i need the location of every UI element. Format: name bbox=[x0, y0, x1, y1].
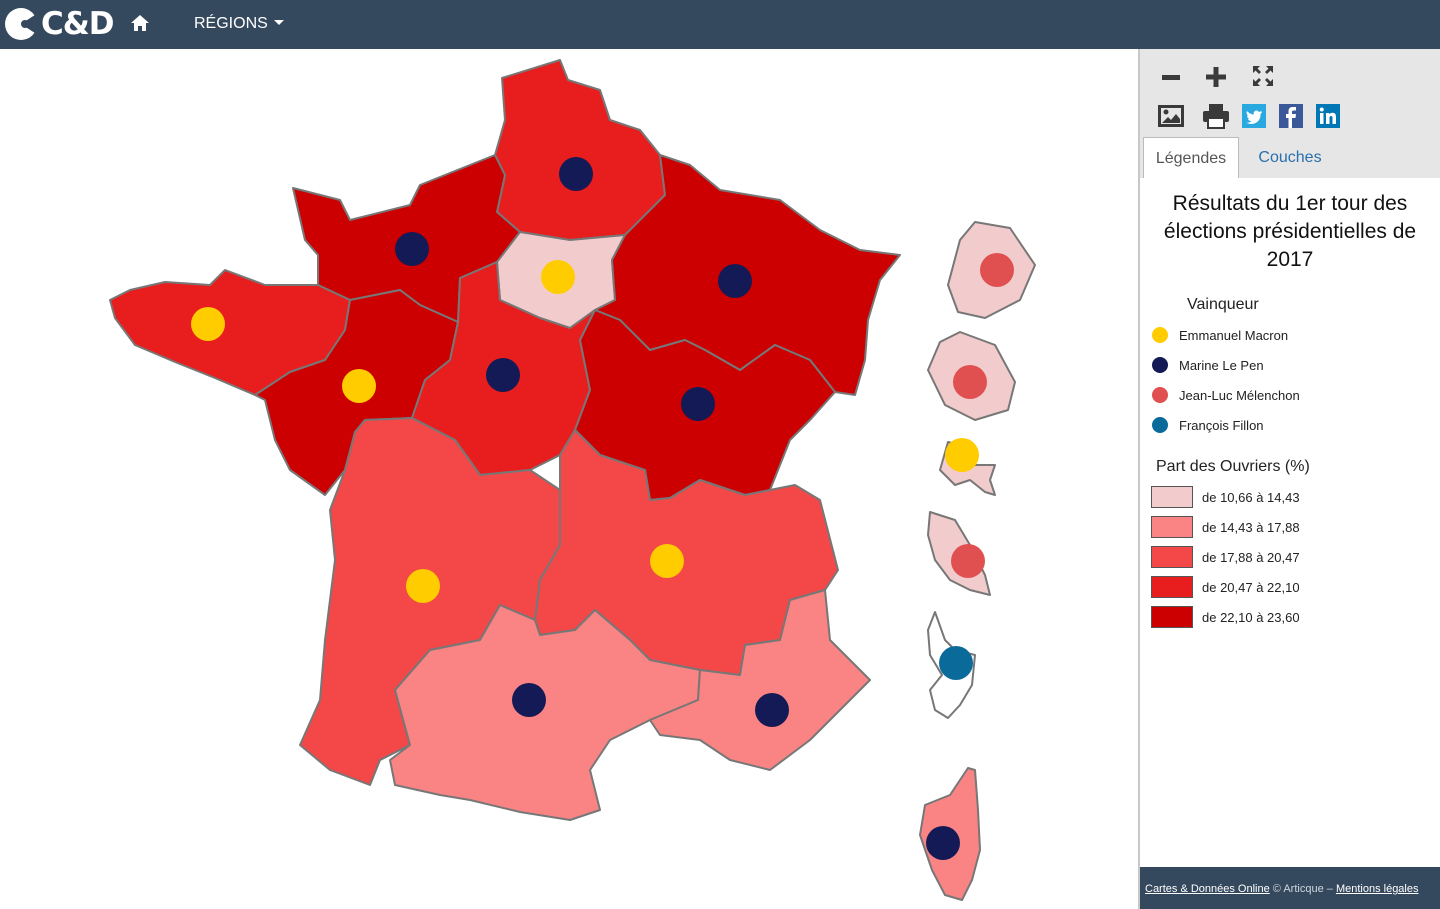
winner-marker[interactable] bbox=[681, 387, 715, 421]
home-icon bbox=[131, 15, 149, 31]
winner-marker[interactable] bbox=[951, 544, 985, 578]
linkedin-icon[interactable] bbox=[1316, 104, 1340, 128]
home-button[interactable] bbox=[130, 13, 150, 38]
logo-icon bbox=[5, 8, 38, 40]
class-swatch bbox=[1151, 606, 1193, 628]
winner-marker[interactable] bbox=[486, 358, 520, 392]
regions-label: RÉGIONS bbox=[194, 15, 268, 32]
legend-title: Résultats du 1er tour des élections prés… bbox=[1163, 192, 1417, 271]
class-label: de 10,66 à 14,43 bbox=[1202, 489, 1300, 505]
region-hauts-de-france[interactable] bbox=[494, 59, 666, 241]
winner-marker[interactable] bbox=[395, 232, 429, 266]
class-swatch bbox=[1151, 576, 1193, 598]
winner-marker[interactable] bbox=[191, 307, 225, 341]
zoom-in-icon[interactable] bbox=[1204, 65, 1228, 89]
cartes-donnees-link[interactable]: Cartes & Données Online bbox=[1145, 883, 1270, 895]
class-swatch bbox=[1151, 486, 1193, 508]
winner-marker[interactable] bbox=[953, 365, 987, 399]
panel-footer: Cartes & Données Online © Articque – Men… bbox=[1140, 867, 1440, 909]
print-icon[interactable] bbox=[1202, 103, 1230, 129]
legend-class-row: de 17,88 à 20,47 bbox=[1140, 546, 1300, 568]
winner-label: François Fillon bbox=[1179, 417, 1264, 433]
map-canvas[interactable] bbox=[0, 49, 1138, 909]
winner-label: Emmanuel Macron bbox=[1179, 327, 1289, 343]
tab-couches[interactable]: Couches bbox=[1258, 149, 1322, 166]
winner-marker[interactable] bbox=[342, 369, 376, 403]
legend-class-row: de 20,47 à 22,10 bbox=[1140, 576, 1300, 598]
legend-winner-row: Jean-Luc Mélenchon bbox=[1140, 384, 1300, 406]
winner-marker[interactable] bbox=[945, 438, 979, 472]
region-paca[interactable] bbox=[649, 589, 871, 771]
choropleth-heading: Part des Ouvriers (%) bbox=[1156, 458, 1310, 475]
fullscreen-icon[interactable] bbox=[1251, 64, 1275, 88]
zoom-out-icon[interactable] bbox=[1160, 67, 1182, 89]
class-label: de 20,47 à 22,10 bbox=[1202, 579, 1300, 595]
winner-color-dot bbox=[1152, 357, 1168, 373]
logo-text: C&D bbox=[41, 6, 115, 42]
winner-marker[interactable] bbox=[926, 826, 960, 860]
map-toolbar: Légendes Couches bbox=[1140, 49, 1440, 178]
regions-dropdown[interactable]: RÉGIONS bbox=[194, 15, 284, 33]
legend-class-row: de 10,66 à 14,43 bbox=[1140, 486, 1300, 508]
winner-marker[interactable] bbox=[718, 264, 752, 298]
legend-winner-row: Emmanuel Macron bbox=[1140, 324, 1288, 346]
tab-legendes[interactable]: Légendes bbox=[1143, 137, 1239, 178]
winner-marker[interactable] bbox=[512, 683, 546, 717]
winner-color-dot bbox=[1152, 327, 1168, 343]
image-export-icon[interactable] bbox=[1158, 104, 1184, 128]
legend-winner-row: Marine Le Pen bbox=[1140, 354, 1264, 376]
class-swatch bbox=[1151, 546, 1193, 568]
legend-class-row: de 22,10 à 23,60 bbox=[1140, 606, 1300, 628]
class-label: de 22,10 à 23,60 bbox=[1202, 609, 1300, 625]
winner-marker[interactable] bbox=[755, 693, 789, 727]
winner-color-dot bbox=[1152, 387, 1168, 403]
footer-copyright: © Articque – bbox=[1269, 883, 1336, 895]
top-navbar: C&D RÉGIONS bbox=[0, 0, 1440, 49]
side-panel: Légendes Couches Résultats du 1er tour d… bbox=[1138, 49, 1440, 909]
legend-class-row: de 14,43 à 17,88 bbox=[1140, 516, 1300, 538]
winner-marker[interactable] bbox=[541, 260, 575, 294]
winner-marker[interactable] bbox=[559, 157, 593, 191]
mentions-legales-link[interactable]: Mentions légales bbox=[1335, 883, 1419, 895]
winner-label: Marine Le Pen bbox=[1179, 357, 1264, 373]
legend-winner-row: François Fillon bbox=[1140, 414, 1264, 436]
class-label: de 17,88 à 20,47 bbox=[1202, 549, 1300, 565]
winner-marker[interactable] bbox=[406, 569, 440, 603]
winner-label: Jean-Luc Mélenchon bbox=[1179, 387, 1300, 403]
class-swatch bbox=[1151, 516, 1193, 538]
facebook-icon[interactable] bbox=[1279, 104, 1303, 128]
winner-heading: Vainqueur bbox=[1187, 296, 1259, 313]
winner-marker[interactable] bbox=[980, 253, 1014, 287]
winner-color-dot bbox=[1152, 417, 1168, 433]
caret-down-icon bbox=[273, 20, 284, 25]
class-label: de 14,43 à 17,88 bbox=[1202, 519, 1300, 535]
app-logo[interactable]: C&D bbox=[4, 6, 115, 42]
winner-marker[interactable] bbox=[939, 646, 973, 680]
panel-tabs: Légendes Couches bbox=[1140, 137, 1440, 178]
twitter-icon[interactable] bbox=[1242, 104, 1266, 128]
winner-marker[interactable] bbox=[650, 544, 684, 578]
